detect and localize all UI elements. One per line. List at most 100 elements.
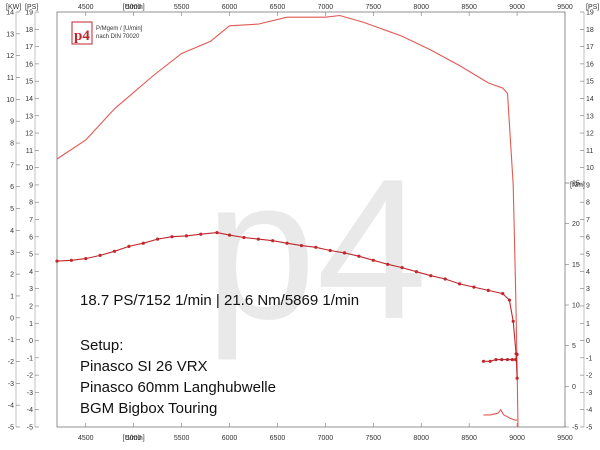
setup-line-1: Pinasco SI 26 VRX — [80, 358, 208, 375]
kw-tick-label: 1 — [10, 293, 14, 300]
x-tick-label-top: 4500 — [78, 4, 94, 11]
left-ps-tick-label: 7 — [29, 217, 33, 224]
kw-tick-label: 3 — [10, 250, 14, 257]
x-tick-label-bottom: 4500 — [78, 435, 94, 442]
left-ps-tick-label: -5 — [27, 425, 33, 432]
series-point-1 — [215, 231, 219, 235]
left-ps-tick-label: 14 — [25, 96, 33, 103]
series-point-1 — [84, 257, 88, 261]
x-tick-label-top: 7500 — [366, 4, 382, 11]
x-tick-label-bottom: 9500 — [557, 435, 573, 442]
right-ps-tick-label: 10 — [586, 165, 594, 172]
left-ps-tick-label: 1 — [29, 321, 33, 328]
setup-heading: Setup: — [80, 337, 124, 354]
nm-tick-label: 10 — [572, 303, 580, 310]
nm-tick-label: -5 — [572, 425, 578, 432]
left-ps-tick-label: 11 — [26, 148, 33, 155]
right-ps-unit-label: [PS] — [586, 4, 599, 11]
series-point-1 — [299, 244, 303, 248]
kw-tick-label: 8 — [10, 141, 14, 148]
nm-tick-label: 20 — [572, 221, 580, 228]
x-tick-label-top: 9500 — [557, 4, 573, 11]
kw-tick-label: -2 — [8, 359, 14, 366]
left-ps-tick-label: -4 — [27, 407, 33, 414]
series-point-1 — [285, 241, 289, 245]
series-point-1 — [156, 237, 160, 241]
left-ps-tick-label: 5 — [29, 252, 33, 259]
series-point-1 — [386, 262, 390, 266]
series-point-1 — [443, 277, 447, 281]
series-line-0 — [56, 14, 519, 428]
x-tick-label-bottom: 8000 — [413, 435, 429, 442]
right-ps-tick-label: 4 — [586, 269, 590, 276]
right-ps-tick-label: 8 — [586, 200, 590, 207]
summary-text: 18.7 PS/7152 1/min | 21.6 Nm/5869 1/min — [80, 292, 360, 309]
right-ps-tick-label: 12 — [586, 131, 594, 138]
left-ps-tick-label: 9 — [29, 182, 33, 189]
nm-tick-label: 0 — [572, 384, 576, 391]
nm-tick-label: 15 — [572, 262, 580, 269]
series-point-1 — [371, 258, 375, 262]
x-tick-label-top: 7000 — [318, 4, 334, 11]
x-tick-label-bottom: 8500 — [461, 435, 477, 442]
series-point-1 — [328, 248, 332, 253]
series-point-1 — [515, 376, 519, 380]
right-ps-tick-label: 7 — [586, 217, 590, 224]
x-tick-label-bottom: 6500 — [270, 435, 286, 442]
series-layer — [55, 14, 519, 428]
series-point-2 — [494, 358, 498, 362]
nm-tick-label: 25 — [572, 181, 580, 188]
plot-border — [56, 11, 566, 428]
series-point-1 — [141, 241, 145, 245]
x-tick-label-bottom: 6000 — [222, 435, 238, 442]
left-ps-tick-label: 15 — [25, 79, 33, 86]
left-ps-tick-label: 19 — [25, 10, 33, 17]
kw-tick-label: 9 — [10, 119, 14, 126]
right-ps-tick-label: -4 — [586, 407, 592, 414]
right-ps-tick-label: 2 — [586, 303, 590, 310]
watermark: p4 — [205, 138, 427, 361]
right-ps-tick-label: 1 — [586, 321, 590, 328]
series-point-2 — [481, 359, 486, 363]
series-point-2 — [505, 358, 510, 362]
left-ps-tick-label: 8 — [29, 200, 33, 207]
series-point-1 — [271, 239, 275, 243]
right-ps-tick-label: 9 — [586, 182, 590, 189]
kw-tick-label: 6 — [10, 184, 14, 191]
right-ps-tick-label: 13 — [586, 113, 594, 120]
series-point-1 — [507, 298, 511, 302]
left-ps-tick-label: 3 — [29, 286, 33, 293]
series-point-1 — [199, 232, 203, 236]
right-ps-tick-label: -5 — [586, 425, 592, 432]
right-ps-tick-label: 5 — [586, 252, 590, 259]
setup-line-2: Pinasco 60mm Langhubwelle — [80, 379, 276, 396]
x-tick-label-bottom: 5500 — [174, 435, 190, 442]
x-tick-label-top: 5000 — [126, 4, 142, 11]
series-point-2 — [510, 358, 514, 362]
right-ps-tick-label: 0 — [586, 338, 590, 345]
series-point-1 — [127, 244, 131, 248]
right-ps-tick-label: 17 — [586, 44, 594, 51]
kw-tick-label: -3 — [8, 381, 14, 388]
series-point-1 — [256, 237, 260, 241]
left-ps-tick-label: -3 — [27, 390, 33, 397]
series-point-1 — [400, 266, 404, 270]
left-ps-tick-label: 10 — [25, 165, 33, 172]
right-ps-tick-label: -3 — [586, 390, 592, 397]
series-point-2 — [500, 358, 504, 362]
left-ps-tick-label: -2 — [27, 373, 33, 380]
kw-tick-label: -5 — [8, 425, 14, 432]
series-point-2 — [514, 358, 518, 362]
series-point-1 — [98, 253, 102, 257]
right-ps-tick-label: 14 — [586, 96, 594, 103]
x-tick-label-bottom: 7000 — [318, 435, 334, 442]
series-point-1 — [486, 288, 490, 292]
left-ps-unit-label: [PS] — [25, 4, 38, 11]
series-point-1 — [414, 270, 418, 274]
x-tick-label-bottom: 7500 — [366, 435, 382, 442]
left-ps-tick-label: 17 — [25, 44, 33, 51]
right-ps-tick-label: 6 — [586, 234, 590, 241]
setup-line-3: BGM Bigbox Touring — [80, 400, 218, 417]
kw-tick-label: 10 — [6, 97, 14, 104]
logo-line-2: nach DIN 70020 — [96, 34, 140, 40]
